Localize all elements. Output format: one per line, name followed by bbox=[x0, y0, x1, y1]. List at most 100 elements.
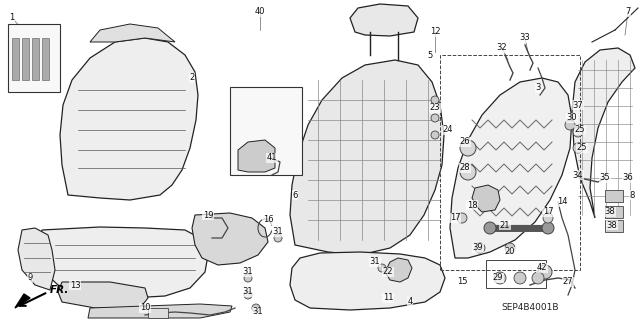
Text: 8: 8 bbox=[629, 190, 635, 199]
Text: 24: 24 bbox=[443, 125, 453, 135]
Polygon shape bbox=[58, 282, 148, 308]
Bar bbox=[605, 190, 623, 202]
Bar bbox=[605, 220, 623, 232]
Bar bbox=[605, 206, 623, 218]
Bar bbox=[42, 38, 49, 80]
Circle shape bbox=[460, 164, 476, 180]
Text: 42: 42 bbox=[537, 263, 547, 272]
Circle shape bbox=[573, 143, 583, 153]
Bar bbox=[8, 24, 60, 92]
Bar bbox=[148, 308, 168, 318]
Text: 40: 40 bbox=[255, 8, 265, 17]
Circle shape bbox=[274, 234, 282, 242]
Text: 35: 35 bbox=[600, 174, 611, 182]
Text: 15: 15 bbox=[457, 278, 467, 286]
Text: 22: 22 bbox=[383, 268, 393, 277]
Text: 5: 5 bbox=[428, 50, 433, 60]
Polygon shape bbox=[18, 228, 55, 290]
Text: 23: 23 bbox=[429, 103, 440, 113]
Text: 14: 14 bbox=[557, 197, 567, 206]
Text: 33: 33 bbox=[520, 33, 531, 42]
Circle shape bbox=[457, 213, 467, 223]
Circle shape bbox=[514, 272, 526, 284]
Circle shape bbox=[484, 222, 496, 234]
Circle shape bbox=[532, 272, 544, 284]
Circle shape bbox=[431, 96, 439, 104]
Text: 18: 18 bbox=[467, 201, 477, 210]
Bar bbox=[12, 38, 19, 80]
Circle shape bbox=[244, 274, 252, 282]
Bar bbox=[230, 87, 302, 175]
Polygon shape bbox=[88, 304, 232, 318]
Polygon shape bbox=[290, 252, 445, 310]
Text: 1: 1 bbox=[10, 13, 15, 23]
Text: 38: 38 bbox=[605, 207, 616, 217]
Text: 17: 17 bbox=[543, 207, 554, 217]
Text: 6: 6 bbox=[292, 190, 298, 199]
Text: 31: 31 bbox=[243, 287, 253, 296]
Text: 25: 25 bbox=[575, 125, 585, 135]
Polygon shape bbox=[290, 60, 444, 255]
Circle shape bbox=[252, 304, 260, 312]
Circle shape bbox=[494, 272, 506, 284]
Text: 19: 19 bbox=[203, 211, 213, 219]
Bar bbox=[486, 260, 546, 288]
Text: 16: 16 bbox=[262, 216, 273, 225]
Bar bbox=[32, 38, 39, 80]
Text: 17: 17 bbox=[450, 213, 460, 222]
Circle shape bbox=[475, 243, 485, 253]
Text: 31: 31 bbox=[370, 257, 380, 266]
Polygon shape bbox=[192, 213, 268, 265]
Circle shape bbox=[431, 114, 439, 122]
Circle shape bbox=[244, 291, 252, 299]
Text: 21: 21 bbox=[500, 220, 510, 229]
Text: 30: 30 bbox=[566, 114, 577, 122]
Polygon shape bbox=[472, 185, 500, 212]
Circle shape bbox=[543, 213, 553, 223]
Text: 20: 20 bbox=[505, 248, 515, 256]
Bar bbox=[440, 55, 580, 270]
Text: 3: 3 bbox=[535, 84, 541, 93]
Text: 10: 10 bbox=[140, 303, 150, 313]
Polygon shape bbox=[60, 38, 198, 200]
Text: 26: 26 bbox=[460, 137, 470, 146]
Text: 12: 12 bbox=[429, 27, 440, 36]
Text: 13: 13 bbox=[70, 280, 80, 290]
Polygon shape bbox=[450, 78, 572, 258]
Circle shape bbox=[538, 265, 552, 279]
Text: 7: 7 bbox=[625, 8, 630, 17]
Text: 28: 28 bbox=[460, 164, 470, 173]
Text: 4: 4 bbox=[408, 298, 413, 307]
Polygon shape bbox=[385, 258, 412, 282]
Text: 39: 39 bbox=[473, 243, 483, 253]
Text: 27: 27 bbox=[563, 278, 573, 286]
Text: FR.: FR. bbox=[50, 285, 69, 295]
Text: 25: 25 bbox=[577, 144, 588, 152]
Text: 31: 31 bbox=[253, 308, 263, 316]
Text: 2: 2 bbox=[189, 73, 195, 83]
Text: 38: 38 bbox=[607, 220, 618, 229]
Circle shape bbox=[573, 127, 583, 137]
Polygon shape bbox=[15, 294, 30, 308]
Circle shape bbox=[460, 140, 476, 156]
Text: 9: 9 bbox=[28, 273, 33, 283]
Text: SEP4B4001B: SEP4B4001B bbox=[501, 303, 559, 313]
Text: 11: 11 bbox=[383, 293, 393, 302]
Polygon shape bbox=[90, 24, 175, 42]
Circle shape bbox=[542, 222, 554, 234]
Text: 31: 31 bbox=[243, 268, 253, 277]
Circle shape bbox=[378, 264, 386, 272]
Bar bbox=[22, 38, 29, 80]
Polygon shape bbox=[350, 4, 418, 36]
Text: 32: 32 bbox=[497, 43, 508, 53]
Circle shape bbox=[505, 243, 515, 253]
Text: 37: 37 bbox=[573, 100, 584, 109]
Text: 34: 34 bbox=[573, 170, 583, 180]
Text: 31: 31 bbox=[273, 227, 284, 236]
Circle shape bbox=[431, 131, 439, 139]
Text: 36: 36 bbox=[623, 174, 634, 182]
Polygon shape bbox=[38, 227, 208, 298]
Text: 29: 29 bbox=[493, 273, 503, 283]
Polygon shape bbox=[572, 48, 635, 218]
Polygon shape bbox=[238, 140, 275, 172]
